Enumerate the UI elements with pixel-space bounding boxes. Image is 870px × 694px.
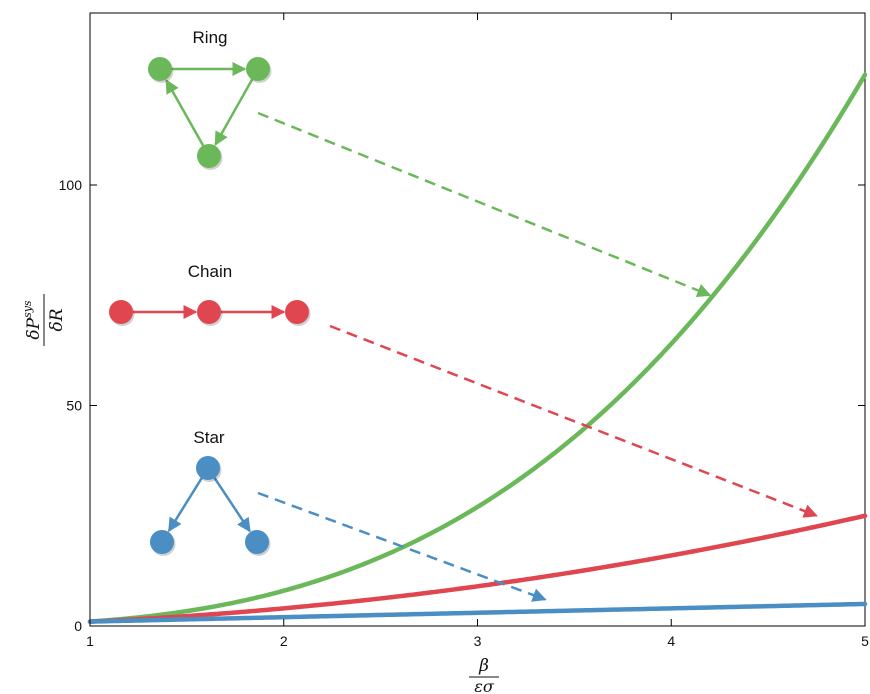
network-node: [197, 144, 221, 168]
network-label-chain: Chain: [188, 262, 232, 281]
x-tick-label: 3: [474, 633, 482, 649]
y-axis-label: δPsys δR: [21, 294, 67, 346]
x-axis-label-numerator: β: [478, 656, 489, 676]
network-node: [246, 57, 270, 81]
network-diagram-star: Star: [150, 428, 547, 602]
series-line-chain: [87, 513, 868, 624]
network-node: [196, 456, 220, 480]
x-axis-label: β εσ: [469, 656, 499, 694]
y-axis-label-denominator: δR: [47, 308, 67, 331]
series-layer: [87, 72, 868, 624]
network-edge: [213, 477, 251, 533]
x-axis-label-denominator: εσ: [474, 677, 495, 694]
network-node: [109, 300, 133, 324]
y-axis-label-numerator: δPsys: [21, 300, 44, 340]
dashed-arrow-ring: [257, 111, 712, 298]
network-diagram-chain: Chain: [109, 262, 818, 518]
network-label-ring: Ring: [193, 28, 228, 47]
x-tick-label: 2: [280, 633, 288, 649]
x-tick-label: 1: [86, 633, 94, 649]
y-tick-label: 0: [74, 618, 82, 634]
y-tick-label: 100: [59, 177, 83, 193]
series-line-ring: [87, 72, 868, 624]
dashed-arrow-chain: [329, 324, 818, 518]
network-label-star: Star: [193, 428, 225, 447]
network-node: [245, 530, 269, 554]
y-tick-label: 50: [66, 397, 82, 413]
network-edge: [167, 477, 203, 533]
y-axis-label-numerator-main: δP: [24, 317, 44, 339]
network-edge: [165, 79, 205, 147]
y-axis-label-superscript: sys: [21, 300, 34, 318]
network-edge: [214, 78, 254, 146]
network-node: [285, 300, 309, 324]
dashed-arrow-star: [257, 491, 547, 602]
network-node: [148, 57, 172, 81]
x-tick-label: 5: [861, 633, 869, 649]
annotations-layer: Ring Chain Star: [109, 28, 818, 602]
x-tick-label: 4: [667, 633, 675, 649]
network-node: [150, 530, 174, 554]
series-line-star: [87, 601, 868, 624]
network-diagram-ring: Ring: [148, 28, 712, 298]
network-node: [197, 300, 221, 324]
